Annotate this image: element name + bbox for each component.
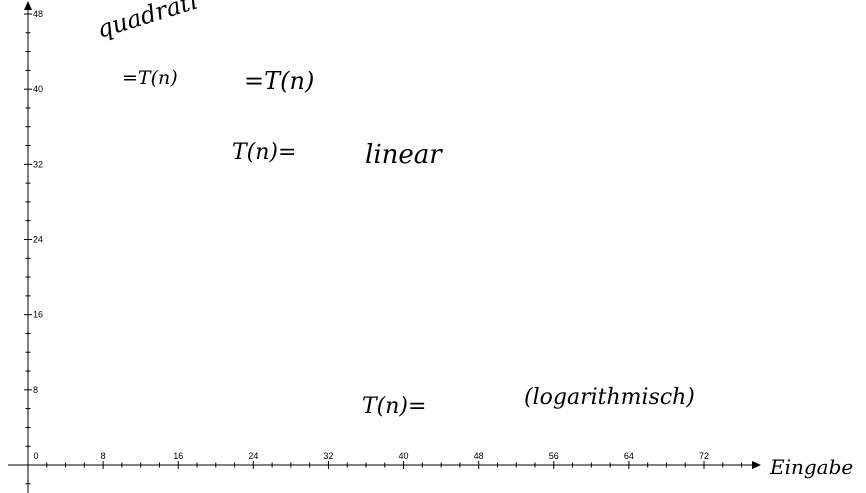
y-tick-label: 16 [33, 310, 43, 320]
y-axis-arrow [24, 1, 32, 10]
quadratic-expr-2: =T(n) [244, 67, 314, 95]
y-tick-label: 48 [33, 9, 43, 19]
x-tick-label: 32 [323, 451, 333, 461]
linear-label: linear [365, 140, 443, 170]
y-tick-label: 24 [33, 235, 43, 245]
x-tick-label: 48 [474, 451, 484, 461]
x-axis-label: Eingabe [769, 455, 853, 479]
y-tick-label: 40 [33, 84, 43, 94]
x-tick-label: 56 [549, 451, 559, 461]
x-tick-label: 64 [624, 451, 634, 461]
y-ticks: 8 16 24 32 40 48 [24, 9, 43, 485]
y-tick-label: 32 [33, 159, 43, 169]
x-axis-arrow [752, 461, 761, 469]
x-tick-label: 8 [101, 451, 106, 461]
quadratic-expr-1: =T(n) [122, 67, 178, 89]
x-tick-label: 16 [173, 451, 183, 461]
x-tick-label: 40 [399, 451, 409, 461]
x-tick-label: 0 [33, 451, 38, 461]
quadratic-label: quadrati [94, 0, 201, 44]
log-expr: T(n)= [362, 394, 426, 419]
linear-expr: T(n)= [232, 140, 296, 165]
y-tick-label: 8 [33, 385, 38, 395]
x-tick-label: 24 [248, 451, 258, 461]
x-tick-label: 72 [699, 451, 709, 461]
log-label: (logarithmisch) [524, 385, 695, 410]
x-ticks: 0 8 16 24 32 40 48 56 64 72 [33, 451, 743, 469]
